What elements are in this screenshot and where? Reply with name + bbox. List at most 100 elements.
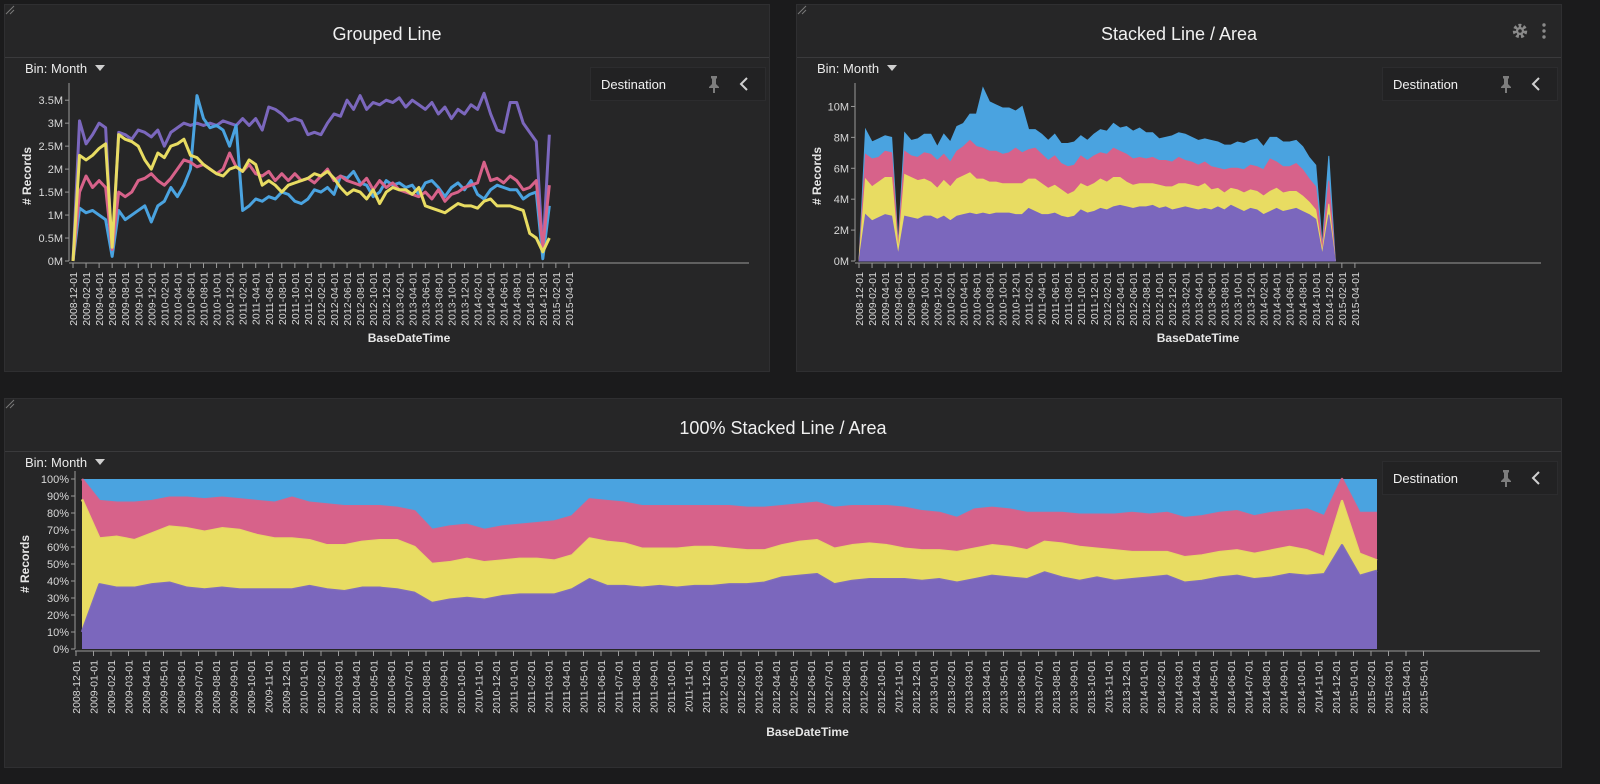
x-tick-label: 2013-12-01 [1121,660,1133,714]
pin-icon[interactable] [706,75,722,93]
y-tick-label: 0.5M [39,233,63,245]
x-tick-label: 2008-12-01 [68,272,80,326]
x-tick-label: 2009-11-01 [264,660,276,713]
x-tick-label: 2010-01-01 [299,660,311,714]
x-tick-label: 2014-06-01 [499,272,511,326]
chevron-left-icon[interactable] [1529,470,1543,486]
chevron-left-icon[interactable] [737,76,751,92]
pin-icon[interactable] [1498,75,1514,93]
x-tick-label: 2010-02-01 [159,272,171,326]
x-tick-label: 2012-02-01 [736,660,748,714]
x-tick-label: 2012-04-01 [1115,272,1127,326]
resize-handle-icon[interactable] [5,399,15,409]
x-tick-label: 2012-03-01 [754,660,766,714]
x-tick-label: 2013-04-01 [1193,272,1205,326]
bin-month-dropdown[interactable]: Bin: Month [817,61,898,76]
x-tick-label: 2012-12-01 [381,272,393,326]
x-tick-label: 2009-01-01 [89,660,101,714]
x-tick-label: 2012-10-01 [876,660,888,714]
x-tick-label: 2011-02-01 [526,660,538,713]
x-tick-label: 2011-04-01 [1037,272,1049,325]
x-tick-label: 2009-06-01 [893,272,905,326]
destination-legend[interactable]: Destination [1382,67,1558,101]
percent-line-1 [80,498,1378,566]
x-tick-label: 2009-12-01 [146,272,158,326]
x-tick-label: 2011-05-01 [579,660,591,713]
x-tick-label: 2014-10-01 [525,272,537,326]
x-tick-label: 2011-10-01 [290,272,302,325]
x-tick-label: 2013-03-01 [964,660,976,714]
x-tick-label: 2015-05-01 [1419,660,1431,714]
y-tick-label: 1.5M [39,187,63,199]
x-tick-label: 2013-04-01 [407,272,419,326]
x-tick-label: 2014-12-01 [1331,660,1343,714]
destination-legend[interactable]: Destination [590,67,766,101]
bin-month-dropdown[interactable]: Bin: Month [25,455,106,470]
x-tick-label: 2014-06-01 [1226,660,1238,714]
x-tick-label: 2013-10-01 [1232,272,1244,326]
x-tick-label: 2014-07-01 [1244,660,1256,714]
x-tick-label: 2010-10-01 [212,272,224,326]
x-tick-label: 2014-08-01 [1298,272,1310,326]
x-tick-label: 2009-02-01 [81,272,93,326]
x-axis-title: BaseDateTime [368,331,451,345]
gear-icon[interactable] [1511,22,1529,40]
x-tick-label: 2009-08-01 [906,272,918,326]
x-tick-label: 2009-10-01 [919,272,931,326]
y-axis-title: # Records [810,147,824,205]
x-tick-label: 2012-02-01 [316,272,328,326]
panel-title: 100% Stacked Line / Area [5,399,1561,452]
percent-stacked-area-chart: 0% 10% 20% 30% 40% 50% 60% 70% 80% 90% 100% 2008-12… [18,471,1540,739]
x-tick-label: 2010-06-01 [971,272,983,326]
x-tick-label: 2009-04-01 [880,272,892,326]
series-line-2 [71,151,551,262]
chevron-left-icon[interactable] [1529,76,1543,92]
x-tick-label: 2014-04-01 [1272,272,1284,326]
x-tick-label: 2009-08-01 [120,272,132,326]
y-tick-label: 2.5M [39,141,63,153]
y-tick-label: 70% [47,525,69,537]
grouped-line-panel: Grouped Line Bin: Month 0M 0.5M 1M 1.5M 2M 2.… [4,4,770,372]
x-tick-label: 2014-12-01 [1324,272,1336,326]
x-tick-label: 2009-10-01 [246,660,258,714]
x-tick-label: 2015-03-01 [1384,660,1396,714]
x-tick-label: 2013-12-01 [460,272,472,326]
x-tick-label: 2010-12-01 [225,272,237,326]
y-tick-label: 0M [48,256,63,268]
y-tick-label: 90% [47,491,69,503]
resize-handle-icon[interactable] [797,5,807,15]
x-tick-label: 2012-06-01 [342,272,354,326]
x-tick-label: 2010-07-01 [404,660,416,714]
x-tick-label: 2009-08-01 [211,660,223,714]
x-tick-label: 2015-04-01 [564,272,576,326]
bin-label: Bin: Month [25,455,88,470]
destination-legend[interactable]: Destination [1382,461,1558,495]
x-tick-label: 2011-06-01 [596,660,608,713]
more-vertical-icon[interactable] [1541,22,1547,40]
x-tick-label: 2013-08-01 [433,272,445,326]
y-tick-label: 20% [47,610,69,622]
x-tick-label: 2015-04-01 [1350,272,1362,326]
bin-month-dropdown[interactable]: Bin: Month [25,61,106,76]
series-line-0 [71,91,551,262]
y-tick-label: 1M [48,210,63,222]
x-tick-label: 2013-05-01 [999,660,1011,714]
x-tick-label: 2010-03-01 [334,660,346,714]
x-tick-label: 2011-02-01 [1024,272,1036,325]
y-tick-label: 8M [834,132,849,144]
x-tick-label: 2013-10-01 [1086,660,1098,714]
x-tick-label: 2012-02-01 [1102,272,1114,326]
pin-icon[interactable] [1498,469,1514,487]
x-axis-title: BaseDateTime [1157,331,1240,345]
x-tick-label: 2009-02-01 [867,272,879,326]
x-tick-label: 2014-04-01 [486,272,498,326]
x-tick-label: 2009-12-01 [281,660,293,714]
x-tick-label: 2011-06-01 [1050,272,1062,325]
resize-handle-icon[interactable] [5,5,15,15]
y-tick-label: 3M [48,118,63,130]
y-tick-label: 40% [47,576,69,588]
x-tick-label: 2014-12-01 [538,272,550,326]
x-tick-label: 2014-10-01 [1311,272,1323,326]
x-tick-label: 2012-06-01 [806,660,818,714]
